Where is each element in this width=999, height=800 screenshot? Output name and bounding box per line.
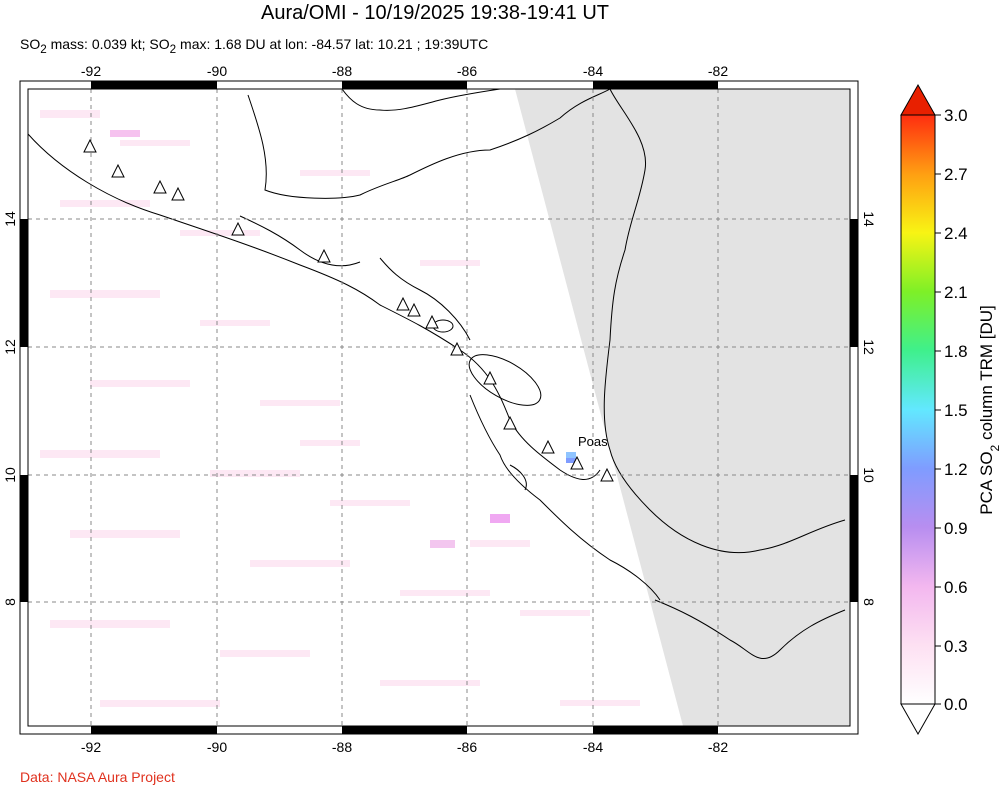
x-tick-bottom: -92 [81,739,101,755]
outside-swath-area [515,89,850,726]
y-tick-left: 12 [2,339,18,355]
y-tick-right: 10 [861,467,877,483]
x-tick-bottom: -86 [457,739,477,755]
colorbar-tick: 1.2 [944,460,968,479]
frame-segments [20,81,858,734]
so2-enhanced-pixels [110,130,576,548]
colorbar-tick: 0.0 [944,695,968,714]
colorbar-tick: 2.7 [944,165,968,184]
colorbar-gradient [900,114,936,705]
x-tick-top: -90 [207,63,227,79]
x-tick-top: -86 [457,63,477,79]
colorbar-tick: 3.0 [944,106,968,125]
colorbar-tick: 0.9 [944,519,968,538]
colorbar-tick: 1.8 [944,342,968,361]
graticule [28,89,850,726]
y-tick-left: 14 [2,211,18,227]
x-tick-bottom: -84 [583,739,603,755]
colorbar-tick: 0.3 [944,637,968,656]
x-axis-top-labels: -92 -90 -88 -86 -84 -82 [81,63,728,79]
colorbar-title: PCA SO2 column TRM [DU] [977,305,999,515]
colorbar-tick: 2.4 [944,224,968,243]
x-tick-top: -88 [332,63,352,79]
y-tick-right: 14 [861,211,877,227]
y-tick-left: 8 [2,598,18,606]
so2-summary: SO2 mass: 0.039 kt; SO2 max: 1.68 DU at … [20,36,489,56]
volcano-label-poas: Poas [578,434,608,449]
colorbar-tick: 2.1 [944,283,968,302]
page-title: Aura/OMI - 10/19/2025 19:38-19:41 UT [261,2,609,24]
x-axis-bottom-labels: -92 -90 -88 -86 -84 -82 [81,739,728,755]
colorbar-min-arrow [900,703,936,736]
so2-swath-pixels [40,110,640,707]
y-tick-left: 10 [2,467,18,483]
data-credit: Data: NASA Aura Project [20,769,175,785]
x-tick-top: -92 [81,63,101,79]
y-tick-right: 12 [861,339,877,355]
x-tick-bottom: -88 [332,739,352,755]
volcano-markers [83,138,614,482]
colorbar-tick: 0.6 [944,578,968,597]
x-tick-top: -82 [708,63,728,79]
x-tick-top: -84 [583,63,603,79]
y-axis-left-labels: 14 12 10 8 [2,211,18,606]
coastlines [28,89,846,660]
colorbar-max-arrow [900,83,936,116]
x-tick-bottom: -82 [708,739,728,755]
colorbar-tick: 1.5 [944,401,968,420]
colorbar: 3.0 2.7 2.4 2.1 1.8 1.5 1.2 0.9 0.6 0.3 … [900,83,999,736]
y-axis-right-labels: 14 12 10 8 [861,211,877,606]
x-tick-bottom: -90 [207,739,227,755]
y-tick-right: 8 [861,598,877,606]
